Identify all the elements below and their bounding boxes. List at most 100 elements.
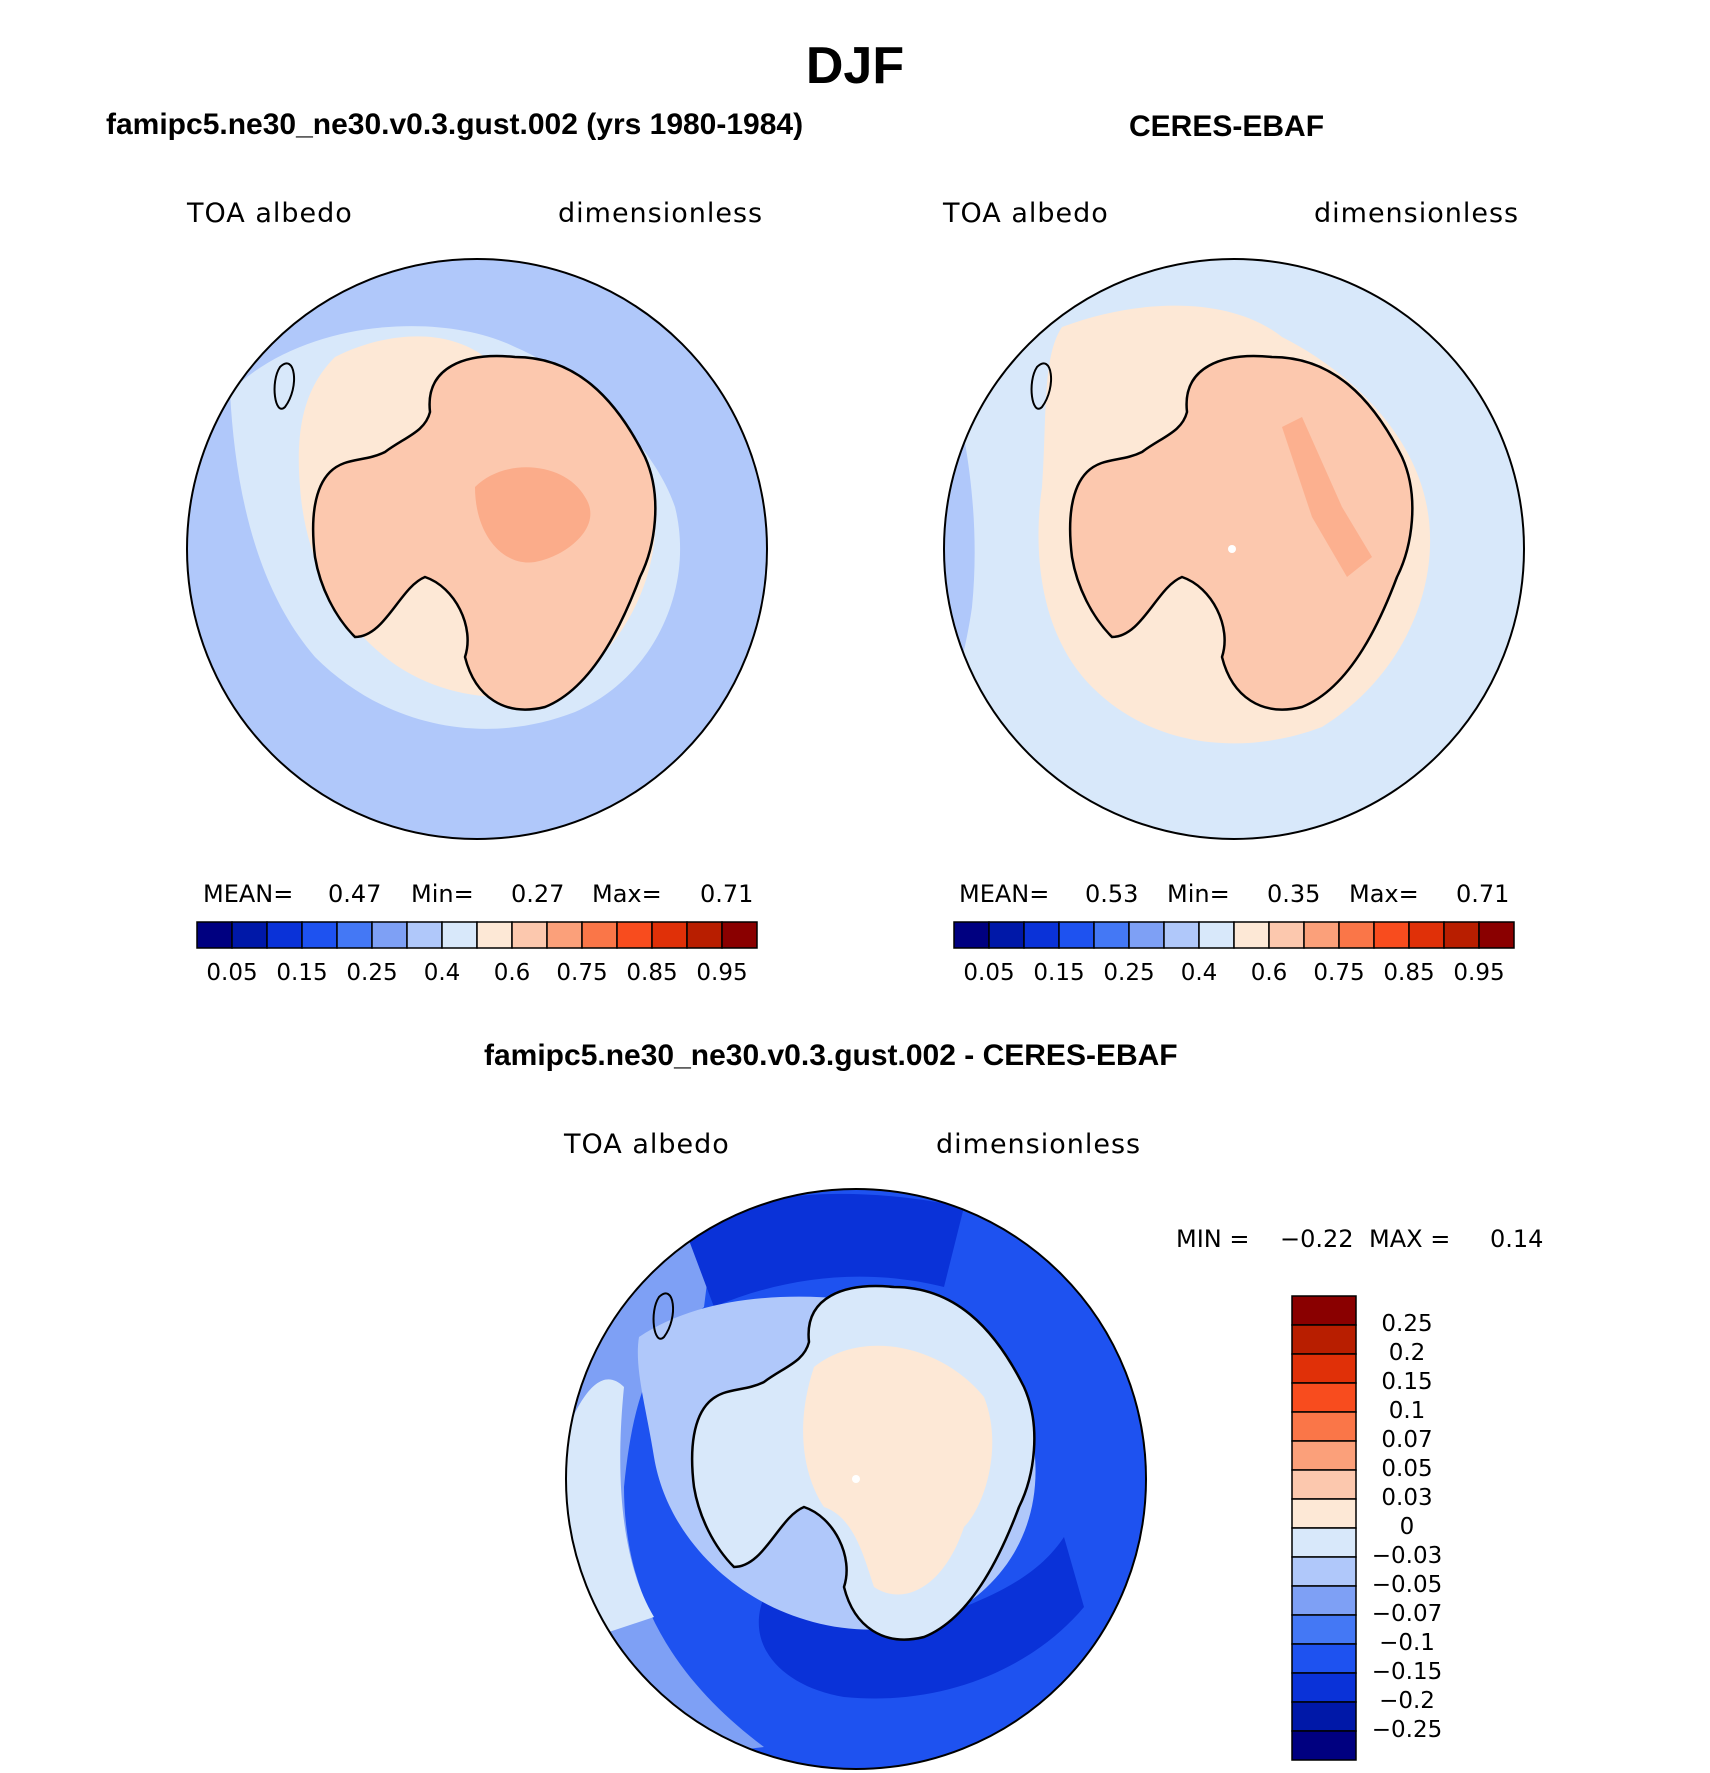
colorbar-swatch: [1291, 1556, 1357, 1587]
colorbar-swatch: [1338, 921, 1375, 949]
colorbar-tick-label: 0.15: [1033, 960, 1085, 986]
colorbar-tick-label: −0.1: [1379, 1630, 1435, 1656]
max-value-right: 0.71: [1456, 880, 1510, 908]
colorbar-tick-label: 0.75: [556, 960, 608, 986]
colorbar-swatch: [1163, 921, 1200, 949]
colorbar-swatch: [1233, 921, 1270, 949]
diff-min-value: −0.22: [1280, 1225, 1354, 1253]
colorbar-swatch: [1268, 921, 1305, 949]
colorbar-swatch: [1291, 1440, 1357, 1471]
interior-high-region: [475, 467, 591, 563]
colorbar-swatch: [1443, 921, 1480, 949]
colorbar-tick-label: 0.85: [1383, 960, 1435, 986]
colorbar-swatch: [1291, 1324, 1357, 1355]
colorbar-tick-label: 0.05: [963, 960, 1015, 986]
west-ocean-region: [566, 1227, 764, 1769]
variable-label-left: TOA albedo: [187, 198, 353, 229]
colorbar-swatch: [476, 921, 513, 949]
colorbar-tick-label: 0.4: [1180, 960, 1218, 986]
peninsula-coastline: [273, 362, 296, 410]
colorbar-swatch: [1291, 1614, 1357, 1645]
max-value-left: 0.71: [700, 880, 754, 908]
colorbar-tick-label: 0.4: [423, 960, 461, 986]
colorbar-tick-label: 0.25: [346, 960, 398, 986]
diff-max-label: MAX =: [1369, 1225, 1451, 1253]
interior-positive-region: [803, 1345, 993, 1595]
map-obs-albedo: [943, 258, 1525, 840]
colorbar-swatch: [1291, 1672, 1357, 1703]
colorbar-tick-label: 0.15: [276, 960, 328, 986]
colorbar-left: [196, 921, 758, 949]
colorbar-swatch: [581, 921, 618, 949]
colorbar-tick-label: 0.03: [1381, 1485, 1433, 1511]
colorbar-swatch: [988, 921, 1025, 949]
colorbar-swatch: [1478, 921, 1515, 949]
colorbar-tick-label: 0.15: [1381, 1369, 1433, 1395]
colorbar-tick-label: 0.07: [1381, 1427, 1433, 1453]
interior-ridge-region: [1282, 417, 1372, 577]
pole-hole: [852, 1475, 860, 1483]
colorbar-tick-label: −0.05: [1371, 1572, 1443, 1598]
colorbar-swatch: [511, 921, 548, 949]
units-label-diff: dimensionless: [936, 1129, 1142, 1160]
colorbar-tick-label: 0.6: [1250, 960, 1288, 986]
colorbar-swatch: [1128, 921, 1165, 949]
colorbar-tick-label: 0.25: [1381, 1311, 1433, 1337]
colorbar-tick-label: 0.05: [1381, 1456, 1433, 1482]
colorbar-tick-label: 0.75: [1313, 960, 1365, 986]
colorbar-swatch: [1291, 1469, 1357, 1500]
south-dark-region: [758, 1537, 1084, 1699]
colorbar-swatch: [371, 921, 408, 949]
diff-max-value: 0.14: [1490, 1225, 1544, 1253]
colorbar-swatch: [1291, 1353, 1357, 1384]
mean-label-left: MEAN=: [203, 880, 294, 908]
pole-hole: [1228, 545, 1236, 553]
colorbar-swatch: [1291, 1527, 1357, 1558]
colorbar-tick-label: 0.95: [696, 960, 748, 986]
colorbar-swatch: [1291, 1730, 1357, 1761]
panel-title-model: famipc5.ne30_ne30.v0.3.gust.002 (yrs 198…: [106, 108, 804, 141]
mean-value-right: 0.53: [1085, 880, 1139, 908]
panel-title-obs: CERES-EBAF: [1129, 110, 1325, 143]
north-dark-region: [684, 1193, 964, 1307]
mean-label-right: MEAN=: [959, 880, 1050, 908]
antarctica-continent: [311, 354, 657, 711]
mean-value-left: 0.47: [328, 880, 382, 908]
variable-label-right: TOA albedo: [943, 198, 1109, 229]
colorbar-swatch: [616, 921, 653, 949]
colorbar-swatch: [953, 921, 990, 949]
ocean-darker-region: [944, 357, 975, 737]
colorbar-swatch: [651, 921, 688, 949]
colorbar-swatch: [336, 921, 373, 949]
diff-min-label: MIN =: [1176, 1225, 1250, 1253]
colorbar-tick-label: −0.2: [1379, 1688, 1435, 1714]
min-value-left: 0.27: [511, 880, 565, 908]
colorbar-swatch: [1291, 1411, 1357, 1442]
colorbar-tick-label: 0.95: [1453, 960, 1505, 986]
peninsula-coastline: [1030, 362, 1053, 410]
units-label-left: dimensionless: [558, 198, 764, 229]
max-label-right: Max=: [1349, 880, 1419, 908]
colorbar-swatch: [1058, 921, 1095, 949]
colorbar-tick-label: 0.85: [626, 960, 678, 986]
colorbar-swatch: [1291, 1382, 1357, 1413]
colorbar-tick-label: 0.25: [1103, 960, 1155, 986]
colorbar-swatch: [1023, 921, 1060, 949]
colorbar-swatch: [301, 921, 338, 949]
colorbar-swatch: [231, 921, 268, 949]
min-label-right: Min=: [1167, 880, 1230, 908]
map-model-albedo: [186, 258, 768, 840]
peninsula-coastline: [652, 1292, 675, 1340]
colorbar-swatch: [1291, 1295, 1357, 1326]
max-label-left: Max=: [592, 880, 662, 908]
colorbar-tick-label: −0.25: [1371, 1717, 1443, 1743]
colorbar-swatch: [1198, 921, 1235, 949]
colorbar-swatch: [266, 921, 303, 949]
colorbar-diff: [1291, 1295, 1357, 1761]
colorbar-swatch: [1291, 1585, 1357, 1616]
colorbar-tick-label: −0.03: [1371, 1543, 1443, 1569]
map-boundary: [943, 258, 1525, 840]
colorbar-swatch: [196, 921, 233, 949]
map-boundary: [186, 258, 768, 840]
colorbar-swatch: [1291, 1643, 1357, 1674]
